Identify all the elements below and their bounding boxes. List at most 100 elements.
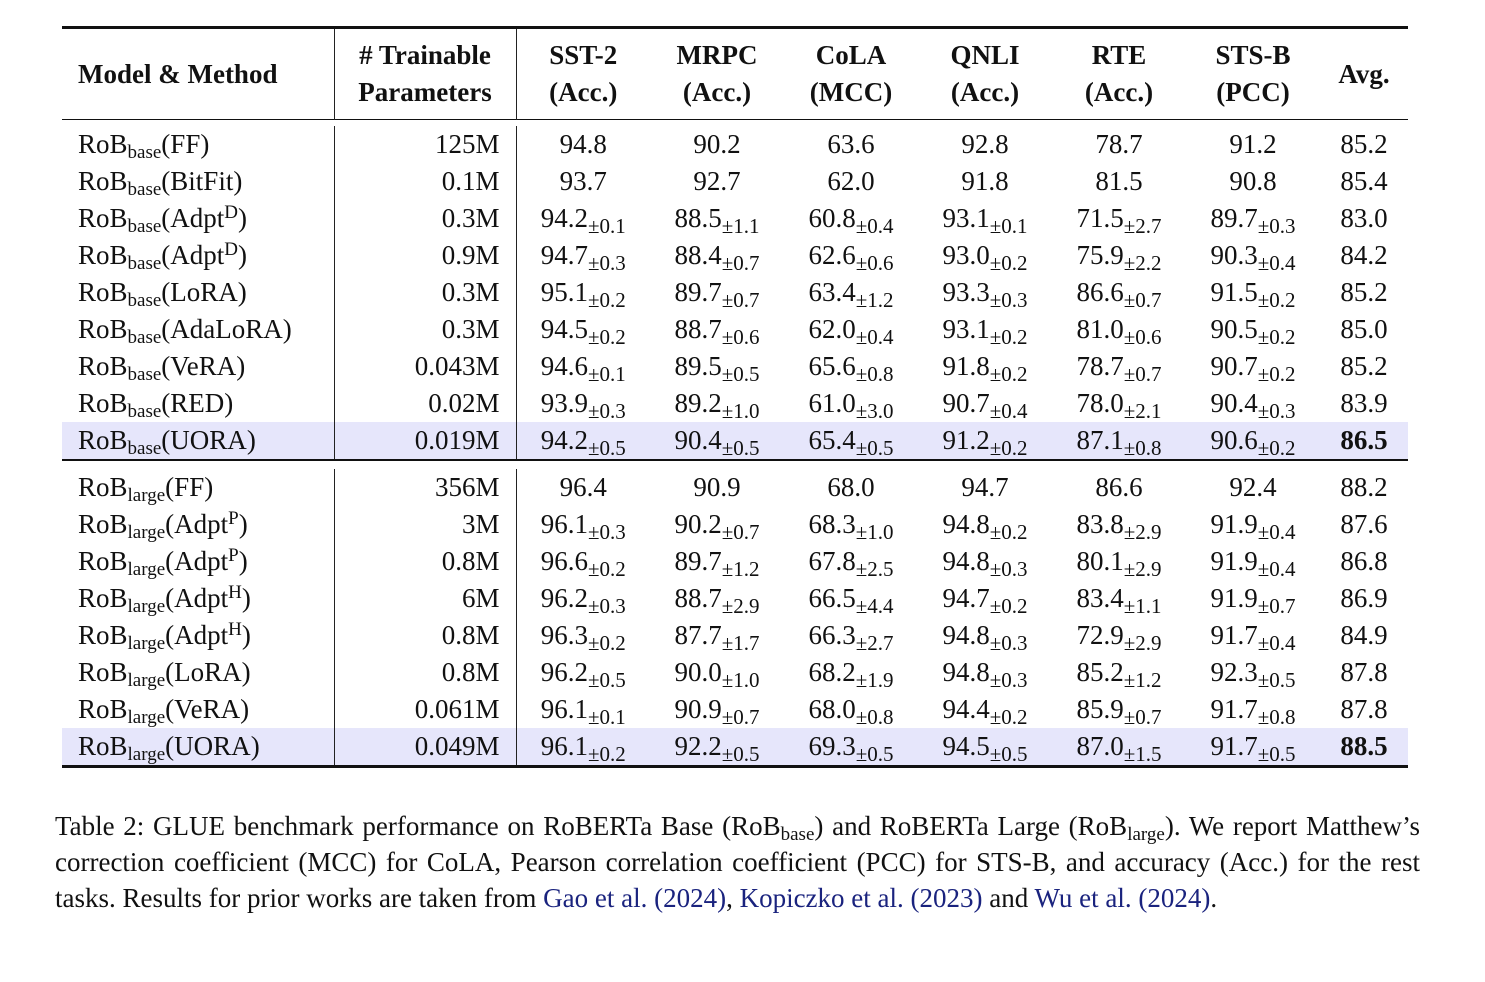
score-std: ±0.5 [721, 742, 760, 766]
score-std: ±0.1 [587, 362, 626, 386]
score-std: ±0.3 [1257, 214, 1296, 238]
score-value: 91.5 [1210, 277, 1258, 307]
score-cell: 96.6±0.2 [516, 543, 650, 580]
score-value: 93.1 [942, 203, 990, 233]
model-size: base [127, 290, 162, 311]
score-value: 81.0 [1076, 314, 1124, 344]
model-name: RoB [78, 472, 128, 502]
model-size: base [127, 179, 162, 200]
score-value: 83.4 [1076, 583, 1124, 613]
score-std: ±0.6 [1123, 325, 1162, 349]
score-cell: 68.0 [784, 469, 918, 506]
method-name: Adpt [170, 203, 225, 233]
score-std: ±0.2 [1257, 436, 1296, 460]
score-std: ±0.8 [855, 362, 894, 386]
avg-cell: 85.0 [1340, 314, 1388, 344]
avg-cell: 87.6 [1340, 509, 1388, 539]
score-std: ±0.2 [1257, 288, 1296, 312]
score-value: 89.7 [674, 546, 722, 576]
score-std: ±0.1 [587, 214, 626, 238]
score-cell: 93.1±0.2 [918, 311, 1052, 348]
header-params: # Trainable Parameters [334, 27, 517, 120]
method-name: VeRA [170, 351, 237, 381]
score-value: 96.1 [540, 731, 588, 761]
glue-results-table: Model & Method # Trainable Parameters SST… [62, 26, 1408, 768]
score-std: ±0.7 [1123, 362, 1162, 386]
score-std: ±2.1 [1123, 399, 1162, 423]
model-name: RoB [78, 240, 128, 270]
method-name: Adpt [174, 583, 229, 613]
score-std: ±2.9 [1123, 557, 1162, 581]
score-cell: 80.1±2.9 [1052, 543, 1186, 580]
score-value: 94.2 [540, 425, 588, 455]
params-cell: 0.8M [334, 617, 517, 654]
score-cell: 87.1±0.8 [1052, 422, 1186, 460]
score-value: 94.2 [540, 203, 588, 233]
citation-link[interactable]: Gao et al. (2024) [543, 883, 727, 913]
score-std: ±2.9 [721, 594, 760, 618]
score-std: ±2.2 [1123, 251, 1162, 275]
score-std: ±0.4 [1257, 631, 1296, 655]
citation-link[interactable]: Kopiczko et al. (2023) [739, 883, 983, 913]
score-cell: 87.7±1.7 [650, 617, 784, 654]
score-value: 92.8 [961, 129, 1009, 159]
avg-cell: 83.0 [1340, 203, 1388, 233]
score-cell: 65.6±0.8 [784, 348, 918, 385]
score-cell: 67.8±2.5 [784, 543, 918, 580]
score-value: 60.8 [808, 203, 856, 233]
score-value: 96.1 [540, 694, 588, 724]
score-value: 90.4 [1210, 388, 1258, 418]
score-cell: 95.1±0.2 [516, 274, 650, 311]
score-std: ±0.5 [855, 742, 894, 766]
score-cell: 85.2±1.2 [1052, 654, 1186, 691]
score-cell: 94.7 [918, 469, 1052, 506]
score-std: ±0.5 [1257, 668, 1296, 692]
score-cell: 94.8±0.3 [918, 543, 1052, 580]
score-cell: 96.1±0.1 [516, 691, 650, 728]
score-value: 96.1 [540, 509, 588, 539]
method-name: FF [170, 129, 201, 159]
score-value: 78.0 [1076, 388, 1124, 418]
score-value: 90.8 [1229, 166, 1277, 196]
score-value: 88.5 [674, 203, 722, 233]
score-std: ±0.3 [989, 288, 1028, 312]
score-value: 88.7 [674, 583, 722, 613]
score-std: ±0.4 [1257, 520, 1296, 544]
score-std: ±0.2 [587, 631, 626, 655]
score-cell: 88.7±0.6 [650, 311, 784, 348]
method-name: Adpt [170, 240, 225, 270]
score-cell: 68.0±0.8 [784, 691, 918, 728]
score-value: 68.0 [827, 472, 875, 502]
score-std: ±0.7 [721, 520, 760, 544]
model-method-cell: RoBbase(BitFit) [62, 163, 335, 200]
score-value: 91.8 [942, 351, 990, 381]
score-cell: 78.7±0.7 [1052, 348, 1186, 385]
score-value: 90.9 [674, 694, 722, 724]
params-cell: 356M [334, 469, 517, 506]
score-value: 94.4 [942, 694, 990, 724]
score-value: 80.1 [1076, 546, 1124, 576]
score-cell: 94.7±0.3 [516, 237, 650, 274]
model-method-cell: RoBlarge(AdptP) [62, 506, 335, 543]
score-cell: 66.5±4.4 [784, 580, 918, 617]
model-method-cell: RoBlarge(LoRA) [62, 654, 335, 691]
score-value: 87.0 [1076, 731, 1124, 761]
score-value: 91.9 [1210, 546, 1258, 576]
score-std: ±0.2 [989, 520, 1028, 544]
model-method-cell: RoBbase(VeRA) [62, 348, 335, 385]
params-cell: 0.049M [334, 728, 517, 767]
method-name: Adpt [174, 509, 229, 539]
score-std: ±0.2 [587, 325, 626, 349]
citation-link[interactable]: Wu et al. (2024) [1034, 883, 1211, 913]
score-std: ±0.5 [1257, 742, 1296, 766]
avg-cell: 87.8 [1340, 657, 1388, 687]
score-cell: 86.6±0.7 [1052, 274, 1186, 311]
avg-cell: 84.9 [1340, 620, 1388, 650]
score-value: 87.7 [674, 620, 722, 650]
table-row: RoBbase(RED) 0.02M 93.9±0.3 89.2±1.0 61.0±3.… [62, 385, 1408, 422]
score-value: 93.0 [942, 240, 990, 270]
header-qnli: QNLI (Acc.) [950, 40, 1020, 107]
score-value: 94.8 [942, 657, 990, 687]
score-cell: 94.5±0.5 [918, 728, 1052, 767]
score-cell: 91.2 [1186, 126, 1320, 163]
